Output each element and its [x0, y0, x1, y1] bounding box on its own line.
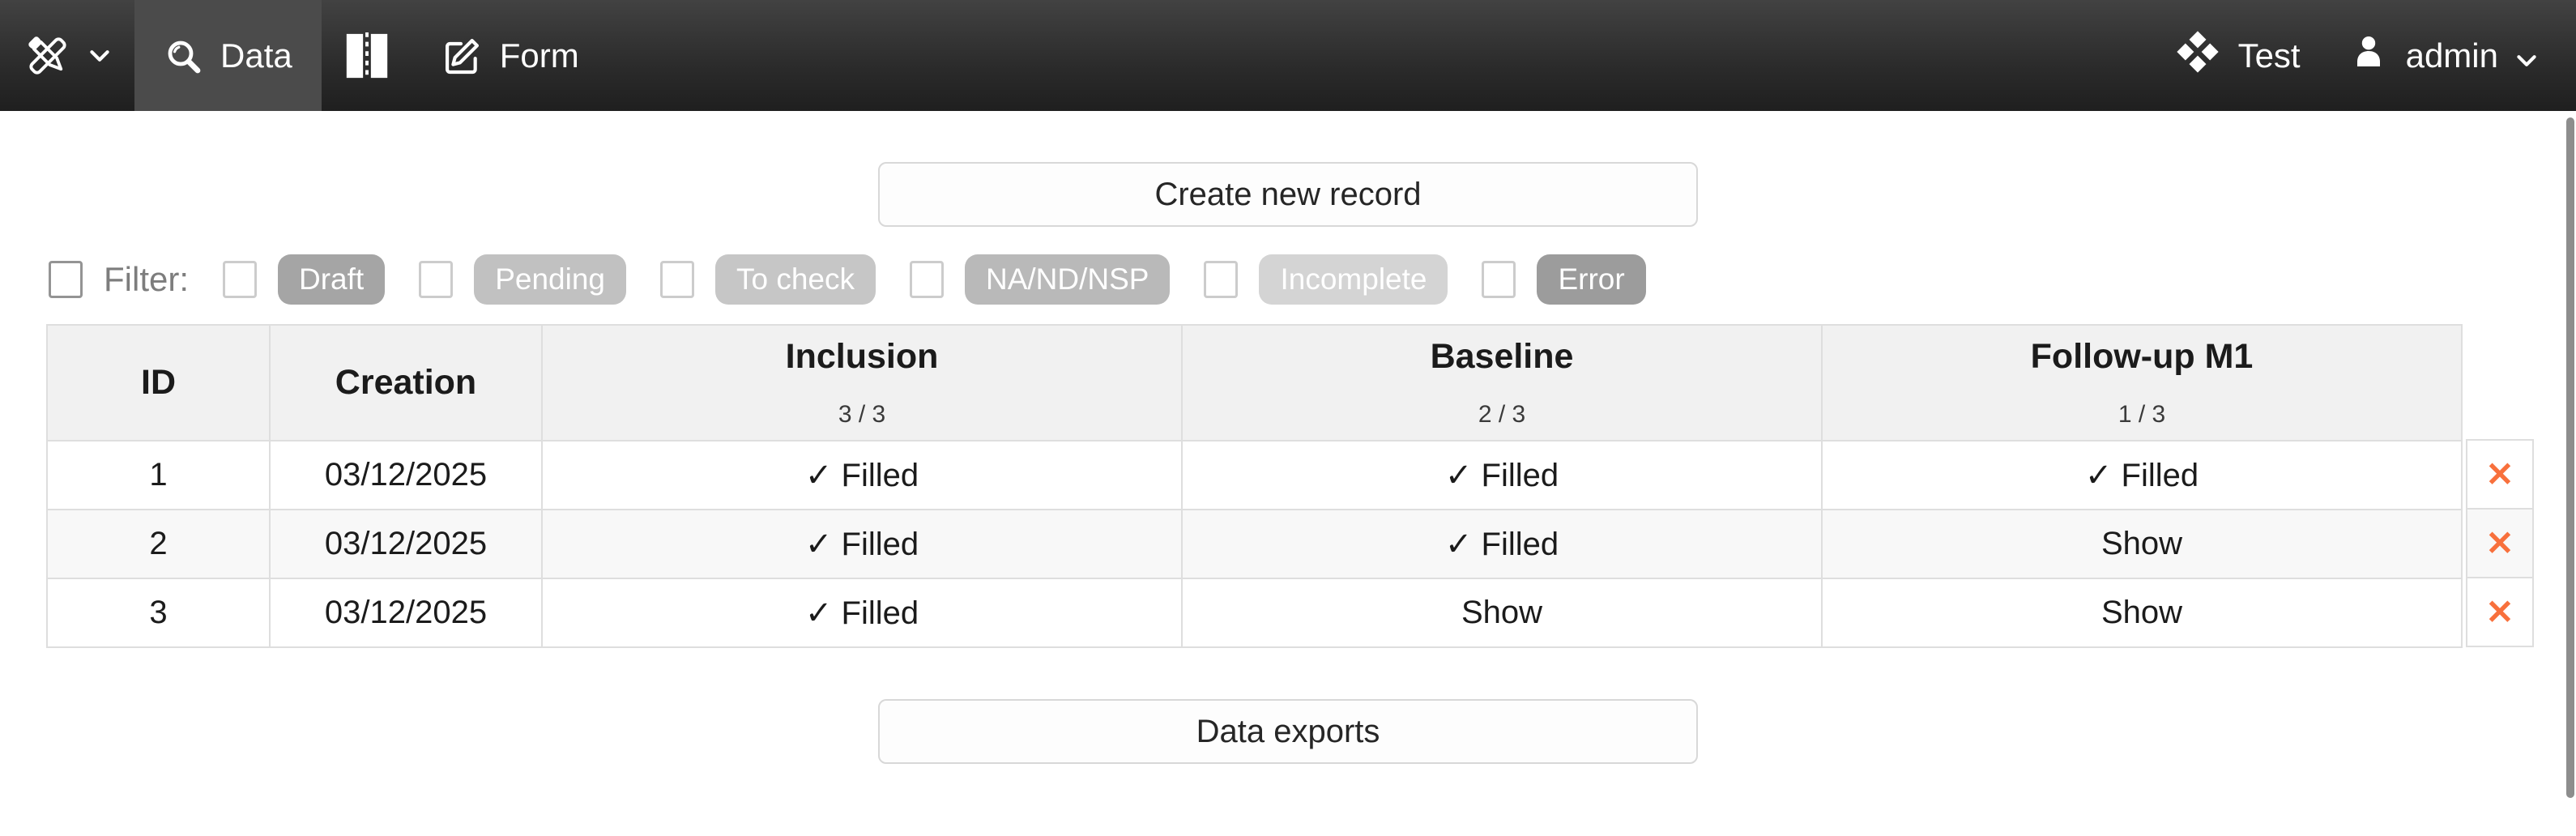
- record-status-cell[interactable]: Show: [1821, 509, 2463, 579]
- data-exports-button[interactable]: Data exports: [878, 699, 1698, 764]
- column-label: Inclusion: [785, 337, 939, 376]
- gem-icon: [2175, 29, 2220, 83]
- user-label: admin: [2405, 36, 2498, 75]
- filter-row: Filter: Draft Pending To check NA/ND/NSP Inc…: [49, 254, 1646, 305]
- record-creation-cell: 03/12/2025: [269, 509, 543, 579]
- record-id-cell: 3: [46, 578, 271, 648]
- tab-form[interactable]: Form: [412, 0, 608, 111]
- column-label: Baseline: [1430, 337, 1574, 376]
- record-status-cell[interactable]: ✓ Filled: [1181, 440, 1823, 510]
- record-status-cell[interactable]: Show: [1181, 578, 1823, 648]
- filter-checkbox-0[interactable]: [223, 261, 257, 299]
- chevron-down-icon: [2516, 36, 2537, 75]
- record-status-cell[interactable]: ✓ Filled: [541, 509, 1183, 579]
- record-id-cell: 1: [46, 440, 271, 510]
- filter-badge[interactable]: Error: [1537, 254, 1646, 305]
- navbar: Data Form: [0, 0, 2576, 111]
- delete-record-button[interactable]: ✕: [2466, 439, 2534, 510]
- filter-checkbox-3[interactable]: [910, 261, 944, 299]
- record-id-cell: 2: [46, 509, 271, 579]
- column-label: Follow-up M1: [2030, 337, 2254, 376]
- record-status-cell[interactable]: ✓ Filled: [541, 578, 1183, 648]
- delete-column: ✕ ✕ ✕: [2466, 324, 2534, 647]
- column-label: ID: [141, 363, 176, 402]
- records-table-wrap: ID Creation Inclusion 3 / 3 Baseline 2 / 3 Fol…: [46, 324, 2534, 648]
- pencil-eraser-logo-icon: [24, 32, 71, 79]
- create-new-record-button[interactable]: Create new record: [878, 162, 1698, 227]
- filter-master: Filter:: [49, 260, 189, 299]
- user-icon: [2349, 32, 2388, 79]
- split-view-button[interactable]: [322, 0, 412, 111]
- project-label: Test: [2237, 36, 2301, 75]
- search-icon: [164, 36, 203, 75]
- filter-label: Filter:: [104, 260, 189, 299]
- scrollbar-track[interactable]: [2565, 111, 2576, 836]
- filter-checkbox-5[interactable]: [1482, 261, 1516, 299]
- record-status-cell[interactable]: Show: [1821, 578, 2463, 648]
- record-status-cell[interactable]: ✓ Filled: [1821, 440, 2463, 510]
- column-fill-count: 1 / 3: [2118, 401, 2166, 428]
- column-header-follow-up-m1: Follow-up M1 1 / 3: [1821, 324, 2463, 441]
- records-table-header: ID Creation Inclusion 3 / 3 Baseline 2 / 3 Fol…: [46, 324, 2463, 441]
- user-menu[interactable]: admin: [2325, 0, 2561, 111]
- column-header-id: ID: [46, 324, 271, 441]
- navbar-right: Test admin: [2151, 0, 2576, 111]
- table-row: 3 03/12/2025 ✓ Filled Show Show: [46, 578, 2463, 648]
- tab-data[interactable]: Data: [134, 0, 322, 111]
- filter-badge[interactable]: To check: [714, 254, 876, 305]
- column-fill-count: 2 / 3: [1478, 401, 1526, 428]
- filter-badge[interactable]: Draft: [278, 254, 386, 305]
- filter-badge[interactable]: Pending: [474, 254, 626, 305]
- filter-option-na-nd-nsp: NA/ND/NSP: [910, 254, 1171, 305]
- column-label: Creation: [335, 363, 477, 402]
- tab-form-label: Form: [499, 36, 579, 75]
- table-row: 2 03/12/2025 ✓ Filled ✓ Filled Show: [46, 509, 2463, 579]
- record-creation-cell: 03/12/2025: [269, 578, 543, 648]
- record-status-cell[interactable]: ✓ Filled: [541, 440, 1183, 510]
- filter-option-draft: Draft: [223, 254, 386, 305]
- filter-badge[interactable]: NA/ND/NSP: [965, 254, 1171, 305]
- tab-data-label: Data: [220, 36, 292, 75]
- filter-checkbox-1[interactable]: [419, 261, 454, 299]
- table-row: 1 03/12/2025 ✓ Filled ✓ Filled ✓ Filled: [46, 440, 2463, 510]
- project-switcher[interactable]: Test: [2151, 0, 2325, 111]
- column-header-creation: Creation: [269, 324, 543, 441]
- delete-record-button[interactable]: ✕: [2466, 508, 2534, 578]
- delete-record-button[interactable]: ✕: [2466, 577, 2534, 647]
- delete-column-spacer: [2467, 324, 2533, 440]
- app-menu-button[interactable]: [0, 0, 134, 111]
- filter-master-checkbox[interactable]: [49, 261, 83, 299]
- record-creation-cell: 03/12/2025: [269, 440, 543, 510]
- filter-option-incomplete: Incomplete: [1204, 254, 1448, 305]
- column-header-baseline: Baseline 2 / 3: [1181, 324, 1823, 441]
- record-status-cell[interactable]: ✓ Filled: [1181, 509, 1823, 579]
- edit-pencil-square-icon: [441, 36, 482, 76]
- filter-badge[interactable]: Incomplete: [1259, 254, 1448, 305]
- filter-option-to-check: To check: [659, 254, 876, 305]
- records-table: ID Creation Inclusion 3 / 3 Baseline 2 / 3 Fol…: [46, 324, 2463, 648]
- filter-option-pending: Pending: [419, 254, 626, 305]
- filter-option-error: Error: [1482, 254, 1646, 305]
- column-header-inclusion: Inclusion 3 / 3: [541, 324, 1183, 441]
- column-fill-count: 3 / 3: [838, 401, 886, 428]
- scrollbar-thumb[interactable]: [2566, 117, 2574, 798]
- split-view-icon: [344, 31, 390, 81]
- filter-checkbox-4[interactable]: [1204, 261, 1239, 299]
- chevron-down-icon: [89, 49, 110, 62]
- filter-checkbox-2[interactable]: [659, 261, 694, 299]
